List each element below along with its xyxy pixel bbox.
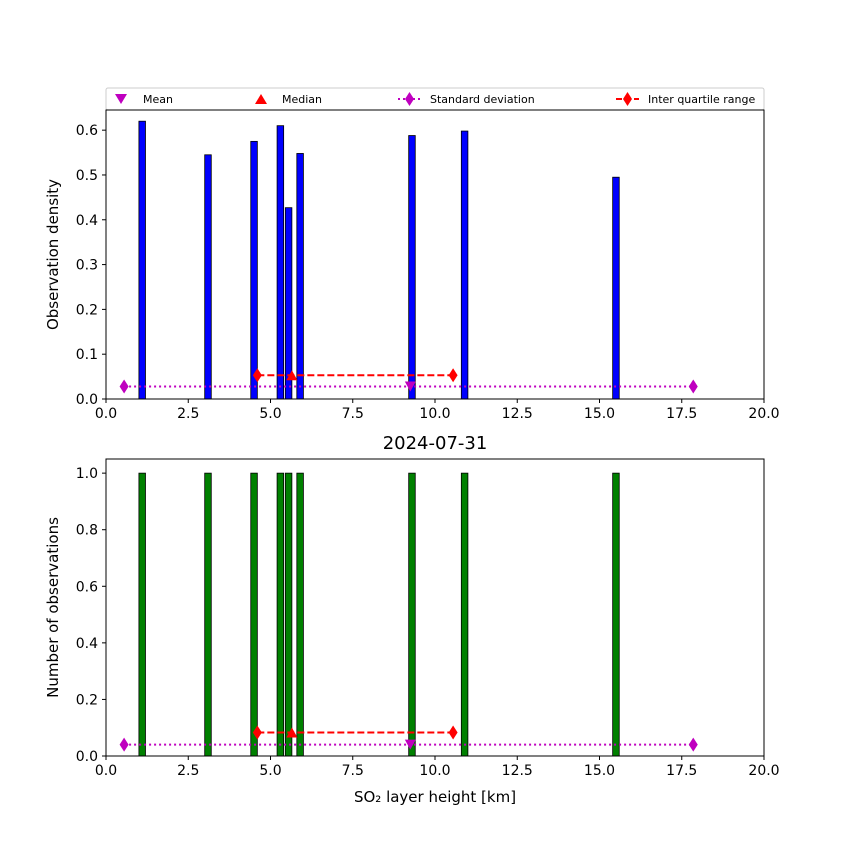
density-y-tick-label-0: 0.0 bbox=[76, 392, 98, 408]
density-x-ticks: 0.0 2.5 5.0 7.5 10.0 12.5 15.0 17.5 20.0 bbox=[95, 399, 780, 422]
count-x-tick-label-6: 15.0 bbox=[584, 763, 615, 779]
density-bar-3 bbox=[276, 125, 285, 400]
count-bar-1 bbox=[204, 472, 212, 757]
legend-label-median: Median bbox=[282, 93, 322, 106]
count-bar-4 bbox=[284, 472, 293, 757]
count-y-tick-label-3: 0.6 bbox=[76, 579, 98, 595]
count-chart: 2024-07-31 0.0 2.5 5.0 7.5 10.0 12.5 15.0 17.5 2… bbox=[44, 433, 780, 806]
density-stats bbox=[119, 368, 698, 394]
legend-label-iqr: Inter quartile range bbox=[648, 93, 755, 106]
count-std-marker-1 bbox=[688, 737, 698, 752]
density-x-tick-label-1: 2.5 bbox=[177, 406, 199, 422]
count-bar-2 bbox=[250, 472, 258, 757]
count-bar-8 bbox=[612, 472, 620, 757]
density-x-tick-label-6: 15.0 bbox=[584, 406, 615, 422]
density-bar-1 bbox=[204, 154, 212, 400]
density-y-tick-label-1: 0.1 bbox=[76, 347, 98, 363]
count-bar-6 bbox=[408, 472, 416, 757]
legend-item-std: Standard deviation bbox=[398, 92, 535, 106]
density-x-tick-label-4: 10.0 bbox=[419, 406, 450, 422]
density-bar-0 bbox=[138, 120, 146, 400]
count-x-ticks: 0.0 2.5 5.0 7.5 10.0 12.5 15.0 17.5 20.0 bbox=[95, 756, 780, 779]
density-bar-7 bbox=[460, 130, 469, 400]
count-x-tick-label-8: 20.0 bbox=[748, 763, 779, 779]
density-bar-4 bbox=[284, 207, 293, 400]
density-x-tick-label-5: 12.5 bbox=[502, 406, 533, 422]
count-y-axis-label: Number of observations bbox=[44, 517, 62, 698]
density-x-tick-label-8: 20.0 bbox=[748, 406, 779, 422]
std-legend-icon bbox=[405, 92, 414, 106]
count-y-ticks: 0.0 0.2 0.4 0.6 0.8 1.0 bbox=[76, 466, 106, 765]
count-y-tick-label-5: 1.0 bbox=[76, 466, 98, 482]
legend-item-mean: Mean bbox=[115, 93, 173, 106]
density-y-tick-label-5: 0.5 bbox=[76, 168, 98, 184]
density-y-tick-label-6: 0.6 bbox=[76, 123, 98, 139]
count-y-tick-label-2: 0.4 bbox=[76, 636, 98, 652]
count-x-tick-label-7: 17.5 bbox=[666, 763, 697, 779]
median-legend-icon bbox=[255, 94, 267, 104]
density-bar-5 bbox=[296, 153, 304, 400]
count-iqr-marker-1 bbox=[448, 725, 458, 740]
density-x-tick-label-3: 7.5 bbox=[342, 406, 364, 422]
count-x-tick-label-0: 0.0 bbox=[95, 763, 117, 779]
density-x-tick-label-0: 0.0 bbox=[95, 406, 117, 422]
count-bar-0 bbox=[138, 472, 146, 757]
legend-label-mean: Mean bbox=[143, 93, 173, 106]
count-y-tick-label-0: 0.0 bbox=[76, 749, 98, 765]
density-bar-2 bbox=[250, 140, 258, 400]
density-y-tick-label-4: 0.4 bbox=[76, 213, 98, 229]
count-median-marker bbox=[286, 727, 298, 738]
legend-label-std: Standard deviation bbox=[430, 93, 535, 106]
count-std-marker-0 bbox=[119, 737, 129, 752]
density-y-axis-label: Observation density bbox=[44, 179, 62, 330]
density-std-marker-0 bbox=[119, 379, 129, 394]
legend-item-iqr: Inter quartile range bbox=[616, 92, 755, 106]
count-bar-7 bbox=[460, 472, 469, 757]
density-bar-6 bbox=[408, 135, 416, 400]
count-bars bbox=[138, 472, 620, 757]
count-stats bbox=[119, 725, 698, 752]
mean-legend-icon bbox=[115, 94, 127, 104]
density-y-tick-label-2: 0.2 bbox=[76, 302, 98, 318]
density-mean-marker bbox=[404, 381, 416, 392]
density-iqr-marker-1 bbox=[448, 368, 458, 383]
density-y-ticks: 0.0 0.1 0.2 0.3 0.4 0.5 0.6 bbox=[76, 123, 106, 408]
density-iqr-marker-0 bbox=[252, 368, 262, 383]
density-chart: 0.0 2.5 5.0 7.5 10.0 12.5 15.0 17.5 20.0 0.00.10… bbox=[44, 109, 780, 422]
density-std-marker-1 bbox=[688, 379, 698, 394]
count-x-tick-label-3: 7.5 bbox=[342, 763, 364, 779]
count-y-tick-label-1: 0.2 bbox=[76, 692, 98, 708]
count-chart-title: 2024-07-31 bbox=[383, 433, 488, 454]
count-x-tick-label-1: 2.5 bbox=[177, 763, 199, 779]
legend: Mean Median Standard deviation Inter qua… bbox=[105, 87, 765, 111]
count-bar-5 bbox=[296, 472, 304, 757]
density-x-tick-label-7: 17.5 bbox=[666, 406, 697, 422]
density-y-tick-label-3: 0.3 bbox=[76, 258, 98, 274]
density-median-marker bbox=[286, 370, 298, 381]
count-x-axis-label: SO₂ layer height [km] bbox=[354, 788, 516, 806]
count-x-tick-label-2: 5.0 bbox=[259, 763, 281, 779]
legend-item-median: Median bbox=[255, 93, 322, 106]
count-x-tick-label-4: 10.0 bbox=[419, 763, 450, 779]
count-mean-marker bbox=[404, 739, 416, 750]
iqr-legend-icon bbox=[623, 92, 632, 106]
count-bar-3 bbox=[276, 472, 285, 757]
density-bar-8 bbox=[612, 176, 620, 400]
density-x-tick-label-2: 5.0 bbox=[259, 406, 281, 422]
count-y-tick-label-4: 0.8 bbox=[76, 523, 98, 539]
count-iqr-marker-0 bbox=[252, 725, 262, 740]
count-x-tick-label-5: 12.5 bbox=[502, 763, 533, 779]
